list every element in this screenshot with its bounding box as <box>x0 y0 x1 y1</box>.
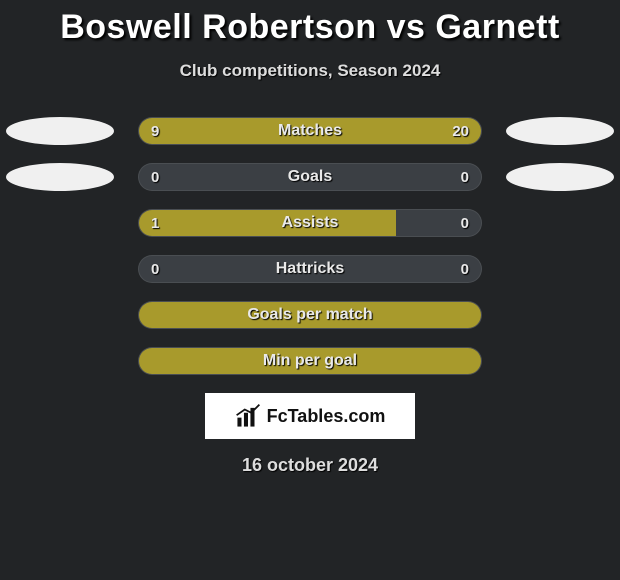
brand-text: FcTables.com <box>267 406 386 427</box>
stat-row: 0 0Goals <box>0 163 620 191</box>
stat-bar: 920Matches <box>138 117 482 145</box>
stat-value-right: 0 <box>461 210 469 236</box>
stat-bar-fill-left <box>139 348 481 374</box>
stat-value-right: 20 <box>452 118 469 144</box>
stat-bar-fill-left <box>139 210 396 236</box>
comparison-infographic: Boswell Robertson vs Garnett Club compet… <box>0 0 620 476</box>
stat-bar: 0 0Hattricks <box>138 255 482 283</box>
stat-label: Goals <box>139 164 481 190</box>
stat-value-right: 0 <box>461 256 469 282</box>
stat-row: Min per goal <box>0 347 620 375</box>
stat-value-left: 0 <box>151 164 159 190</box>
stat-row: 0 0Hattricks <box>0 255 620 283</box>
stat-rows: 920Matches00Goals10Assists00HattricksGoa… <box>0 117 620 375</box>
player-oval-right <box>506 117 614 145</box>
stat-value-left: 9 <box>151 118 159 144</box>
stat-row: Goals per match <box>0 301 620 329</box>
page-subtitle: Club competitions, Season 2024 <box>0 61 620 81</box>
stat-row: 10Assists <box>0 209 620 237</box>
chart-icon <box>235 403 261 429</box>
stat-value-left: 1 <box>151 210 159 236</box>
stat-bar: 0 0Goals <box>138 163 482 191</box>
date-text: 16 october 2024 <box>0 455 620 476</box>
player-oval-left <box>6 117 114 145</box>
stat-value-right: 0 <box>461 164 469 190</box>
brand-logo: FcTables.com <box>205 393 415 439</box>
stat-bar: Goals per match <box>138 301 482 329</box>
page-title: Boswell Robertson vs Garnett <box>0 8 620 47</box>
stat-value-left: 0 <box>151 256 159 282</box>
stat-bar-fill-right <box>245 118 481 144</box>
stat-row: 920Matches <box>0 117 620 145</box>
stat-bar: Min per goal <box>138 347 482 375</box>
stat-bar-fill-left <box>139 302 481 328</box>
stat-bar: 10Assists <box>138 209 482 237</box>
stat-label: Hattricks <box>139 256 481 282</box>
player-oval-left <box>6 163 114 191</box>
player-oval-right <box>506 163 614 191</box>
